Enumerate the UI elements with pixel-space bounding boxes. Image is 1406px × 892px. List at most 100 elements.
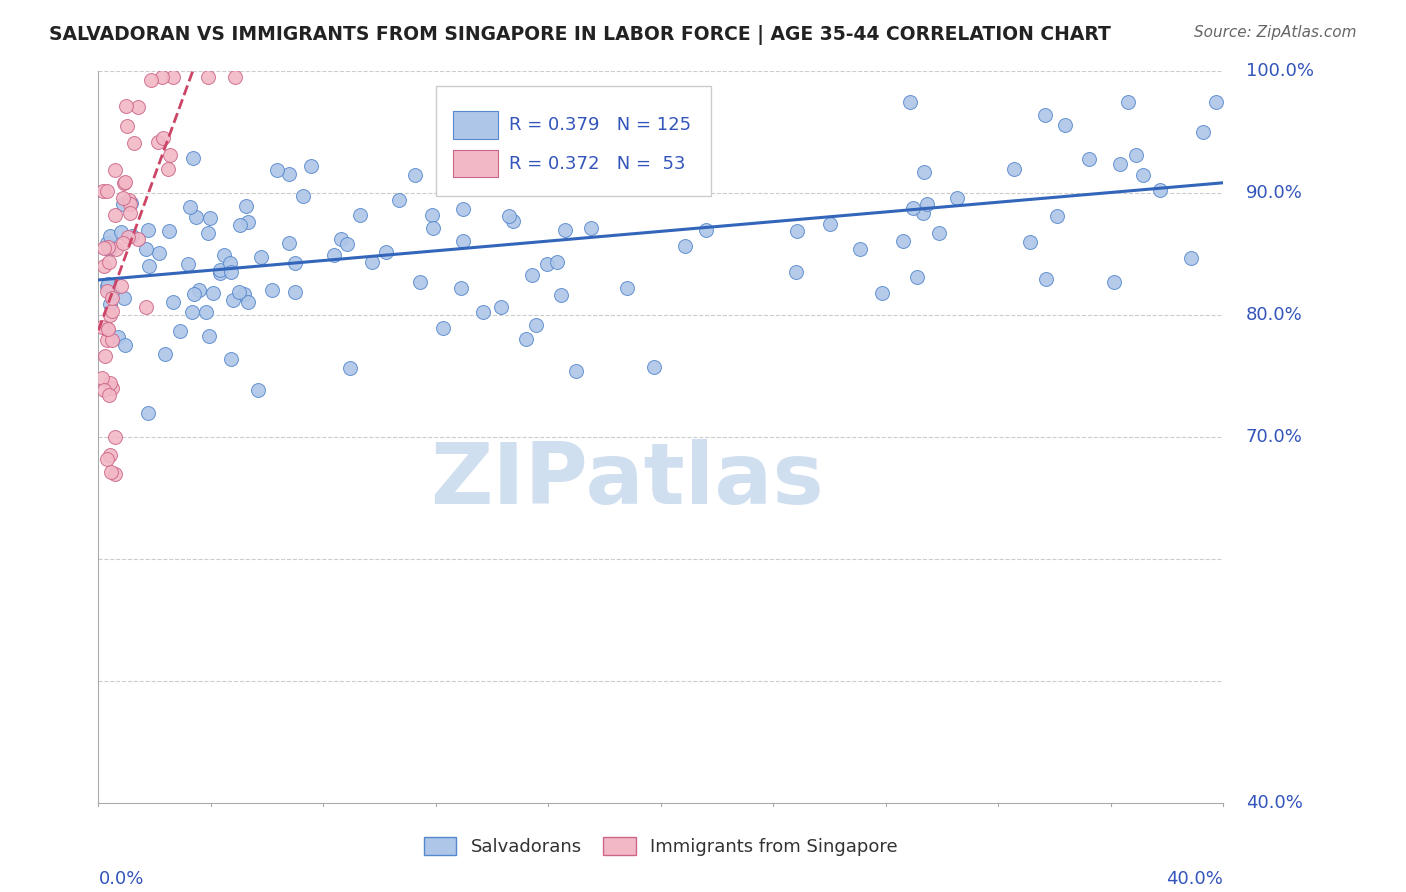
Text: R = 0.379   N = 125: R = 0.379 N = 125: [509, 116, 692, 134]
Point: [101, 333, 124, 347]
Point: [1046, 210, 1069, 224]
Point: [101, 381, 124, 395]
Point: [148, 246, 170, 260]
Point: [388, 193, 411, 207]
Point: [104, 467, 127, 481]
Text: ZIPatlas: ZIPatlas: [430, 440, 824, 523]
Point: [1191, 125, 1213, 139]
Point: [339, 361, 361, 376]
Point: [1180, 251, 1202, 265]
Point: [96, 239, 118, 253]
Text: R = 0.372   N =  53: R = 0.372 N = 53: [509, 154, 686, 172]
Point: [120, 196, 142, 211]
Point: [229, 218, 252, 232]
Point: [197, 70, 219, 85]
Point: [284, 285, 307, 299]
Point: [246, 383, 269, 397]
Point: [284, 255, 307, 269]
Point: [277, 236, 299, 251]
Point: [266, 163, 288, 178]
Point: [299, 159, 322, 173]
Point: [409, 275, 432, 289]
Point: [94, 349, 117, 363]
Point: [110, 225, 132, 239]
Point: [177, 257, 200, 271]
Point: [146, 135, 169, 149]
Point: [127, 232, 149, 246]
Point: [1116, 95, 1139, 109]
Point: [104, 242, 127, 256]
Point: [135, 243, 157, 257]
Point: [336, 237, 359, 252]
Point: [157, 162, 180, 177]
Point: [96, 333, 118, 347]
Point: [101, 285, 124, 299]
Point: [198, 329, 221, 343]
Point: [181, 151, 204, 165]
Point: [515, 332, 537, 346]
Point: [155, 346, 177, 360]
Point: [1149, 184, 1171, 198]
Point: [786, 224, 808, 238]
Point: [472, 305, 495, 319]
Point: [361, 255, 384, 269]
Point: [208, 266, 231, 280]
Point: [219, 264, 242, 278]
Point: [98, 228, 121, 243]
Point: [104, 208, 127, 222]
Point: [136, 406, 159, 420]
Text: SALVADORAN VS IMMIGRANTS FROM SINGAPORE IN LABOR FORCE | AGE 35-44 CORRELATION C: SALVADORAN VS IMMIGRANTS FROM SINGAPORE …: [49, 25, 1111, 45]
Point: [96, 184, 118, 198]
Point: [121, 229, 143, 244]
Point: [110, 279, 132, 293]
Point: [375, 244, 398, 259]
Point: [139, 73, 162, 87]
Point: [93, 384, 115, 398]
Point: [122, 136, 145, 151]
Point: [120, 197, 142, 211]
Point: [695, 223, 717, 237]
Point: [901, 201, 924, 215]
Point: [152, 130, 174, 145]
Point: [120, 206, 142, 220]
Point: [180, 305, 202, 319]
Point: [159, 148, 181, 162]
Legend: Salvadorans, Immigrants from Singapore: Salvadorans, Immigrants from Singapore: [416, 830, 905, 863]
Point: [249, 250, 271, 264]
Point: [1035, 272, 1057, 286]
Point: [1054, 118, 1077, 132]
Point: [96, 279, 118, 293]
Point: [179, 200, 201, 214]
Point: [96, 284, 118, 298]
Point: [520, 268, 543, 283]
Point: [117, 229, 139, 244]
Point: [849, 242, 872, 256]
Point: [112, 291, 135, 305]
Point: [420, 208, 443, 222]
Point: [912, 165, 935, 179]
Point: [96, 235, 118, 250]
Point: [98, 376, 121, 390]
Point: [127, 100, 149, 114]
Point: [91, 184, 114, 198]
Text: 40.0%: 40.0%: [1167, 870, 1223, 888]
Point: [93, 260, 115, 274]
Point: [565, 364, 588, 378]
Point: [100, 465, 122, 479]
Point: [546, 254, 568, 268]
Point: [484, 150, 506, 164]
Point: [262, 283, 284, 297]
Point: [222, 293, 245, 307]
FancyBboxPatch shape: [453, 111, 498, 138]
Point: [150, 70, 173, 85]
Text: 40.0%: 40.0%: [1246, 794, 1302, 812]
Point: [104, 162, 127, 177]
Point: [928, 227, 950, 241]
Point: [198, 211, 221, 225]
Point: [1078, 152, 1101, 166]
Point: [169, 325, 191, 339]
Point: [898, 95, 921, 109]
Point: [588, 150, 610, 164]
Point: [104, 430, 127, 444]
Point: [235, 199, 257, 213]
